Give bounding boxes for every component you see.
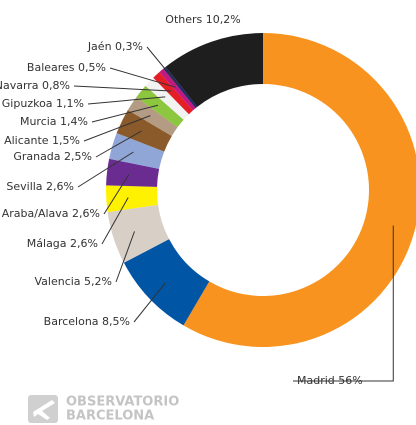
leader-line bbox=[293, 225, 394, 382]
value-label: 56% bbox=[338, 374, 362, 387]
slice-label: Gipuzkoa 1,1% bbox=[2, 97, 84, 110]
slice-label: Alicante 1,5% bbox=[4, 134, 80, 147]
leader-line bbox=[87, 96, 166, 105]
category-label: Málaga bbox=[27, 237, 67, 250]
leader-line bbox=[133, 282, 166, 323]
slice-label: Araba/Alava 2,6% bbox=[2, 207, 100, 220]
slice-label: Murcia 1,4% bbox=[20, 115, 88, 128]
value-label: 1,5% bbox=[52, 134, 80, 147]
value-label: 1,1% bbox=[56, 97, 84, 110]
category-label: Barcelona bbox=[44, 315, 99, 328]
leader-line bbox=[103, 174, 130, 215]
value-label: 5,2% bbox=[84, 275, 112, 288]
value-label: 8,5% bbox=[102, 315, 130, 328]
leader-line bbox=[109, 67, 176, 88]
category-label: Madrid bbox=[297, 374, 335, 387]
category-label: Alicante bbox=[4, 134, 49, 147]
slice bbox=[153, 72, 193, 115]
leader-line bbox=[115, 231, 135, 283]
leader-line bbox=[73, 85, 172, 92]
leader-line bbox=[77, 151, 134, 188]
value-label: 10,2% bbox=[206, 13, 241, 26]
logo-text: OBSERVATORIO bbox=[66, 395, 179, 410]
category-label: Jaén bbox=[87, 40, 112, 53]
category-label: Valencia bbox=[34, 275, 80, 288]
value-label: 2,6% bbox=[70, 237, 98, 250]
value-label: 0,8% bbox=[42, 79, 70, 92]
slice-label: Granada 2,5% bbox=[13, 150, 92, 163]
slice-label: Others 10,2% bbox=[165, 13, 240, 26]
category-label: Granada bbox=[13, 150, 60, 163]
slice-label: Navarra 0,8% bbox=[0, 79, 70, 92]
category-label: Baleares bbox=[27, 61, 75, 74]
slice bbox=[136, 85, 184, 128]
slice bbox=[106, 185, 159, 213]
leader-line bbox=[95, 130, 142, 158]
leader-line bbox=[101, 197, 129, 245]
slice bbox=[145, 77, 189, 120]
category-label: Navarra bbox=[0, 79, 39, 92]
category-label: Gipuzkoa bbox=[2, 97, 53, 110]
slice bbox=[106, 158, 160, 187]
slice bbox=[127, 97, 178, 136]
category-label: Araba/Alava bbox=[2, 207, 69, 220]
category-label: Others bbox=[165, 13, 202, 26]
leader-line bbox=[146, 46, 179, 86]
slice-label: Sevilla 2,6% bbox=[6, 180, 74, 193]
value-label: 0,3% bbox=[115, 40, 143, 53]
logo-plane bbox=[33, 400, 55, 420]
slice-label: Málaga 2,6% bbox=[27, 237, 98, 250]
value-label: 2,5% bbox=[64, 150, 92, 163]
logo-text: BARCELONA bbox=[66, 409, 154, 424]
logo: OBSERVATORIO BARCELONA bbox=[28, 395, 179, 424]
leader-line bbox=[83, 115, 151, 142]
value-label: 2,6% bbox=[46, 180, 74, 193]
slice-label: Valencia 5,2% bbox=[34, 275, 112, 288]
slice bbox=[116, 110, 172, 152]
slice-label: Baleares 0,5% bbox=[27, 61, 106, 74]
value-label: 0,5% bbox=[78, 61, 106, 74]
category-label: Sevilla bbox=[6, 180, 42, 193]
leader-line bbox=[91, 104, 159, 123]
slice bbox=[123, 239, 210, 326]
slice bbox=[165, 33, 263, 107]
slice bbox=[159, 68, 196, 111]
slice bbox=[183, 33, 416, 347]
value-label: 2,6% bbox=[72, 207, 100, 220]
value-label: 1,4% bbox=[60, 115, 88, 128]
slice bbox=[107, 204, 170, 263]
slice-label: Jaén 0,3% bbox=[87, 40, 143, 53]
slice-label: Barcelona 8,5% bbox=[44, 315, 130, 328]
category-label: Murcia bbox=[20, 115, 57, 128]
slice-label: Madrid 56% bbox=[297, 374, 363, 387]
